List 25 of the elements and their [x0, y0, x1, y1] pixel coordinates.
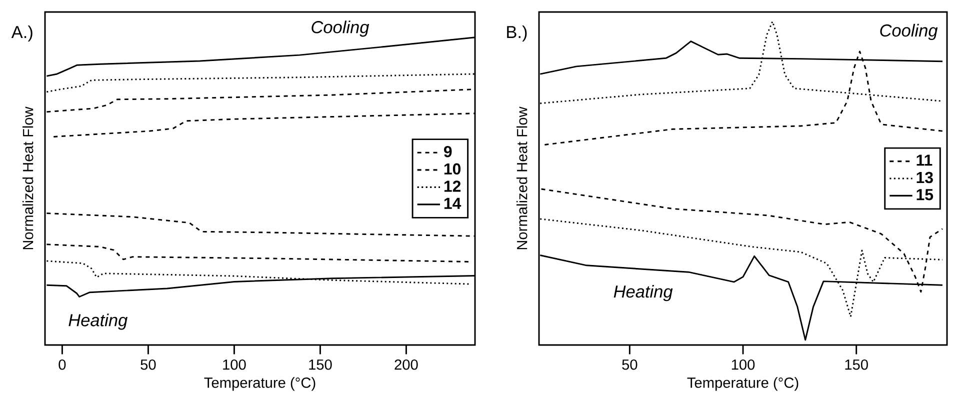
- annotation: Heating: [614, 284, 673, 302]
- x-axis-title: Temperature (°C): [687, 377, 798, 391]
- legend-label: 10: [444, 163, 461, 175]
- chart-title: A.): [11, 25, 32, 42]
- text: Cooling: [312, 20, 370, 37]
- legend-label: 14: [444, 198, 462, 209]
- x-tick-label: 150: [309, 359, 332, 370]
- legend-label: 12: [444, 180, 461, 192]
- x-tick-label: 100: [223, 359, 246, 370]
- text: Heating: [68, 314, 128, 330]
- x-axis-title: Temperature (°C): [204, 377, 316, 391]
- x-tick-label: 50: [622, 359, 638, 370]
- y-axis-title: Normalized Heat Flow: [22, 106, 34, 250]
- legend-label: 11: [916, 154, 932, 166]
- legend-label: 13: [916, 172, 933, 184]
- x-tick-label: 200: [394, 359, 418, 370]
- chart-title: B.): [507, 25, 527, 42]
- x-tick-label: 100: [732, 359, 755, 370]
- y-axis-title: Normalized Heat Flow: [516, 106, 528, 250]
- annotation: Cooling: [880, 24, 938, 40]
- legend-label: 9: [444, 146, 452, 158]
- x-tick-label: 50: [140, 359, 156, 370]
- x-tick-label: 0: [58, 359, 66, 370]
- x-tick-label: 150: [845, 359, 868, 370]
- legend-label: 15: [916, 189, 934, 200]
